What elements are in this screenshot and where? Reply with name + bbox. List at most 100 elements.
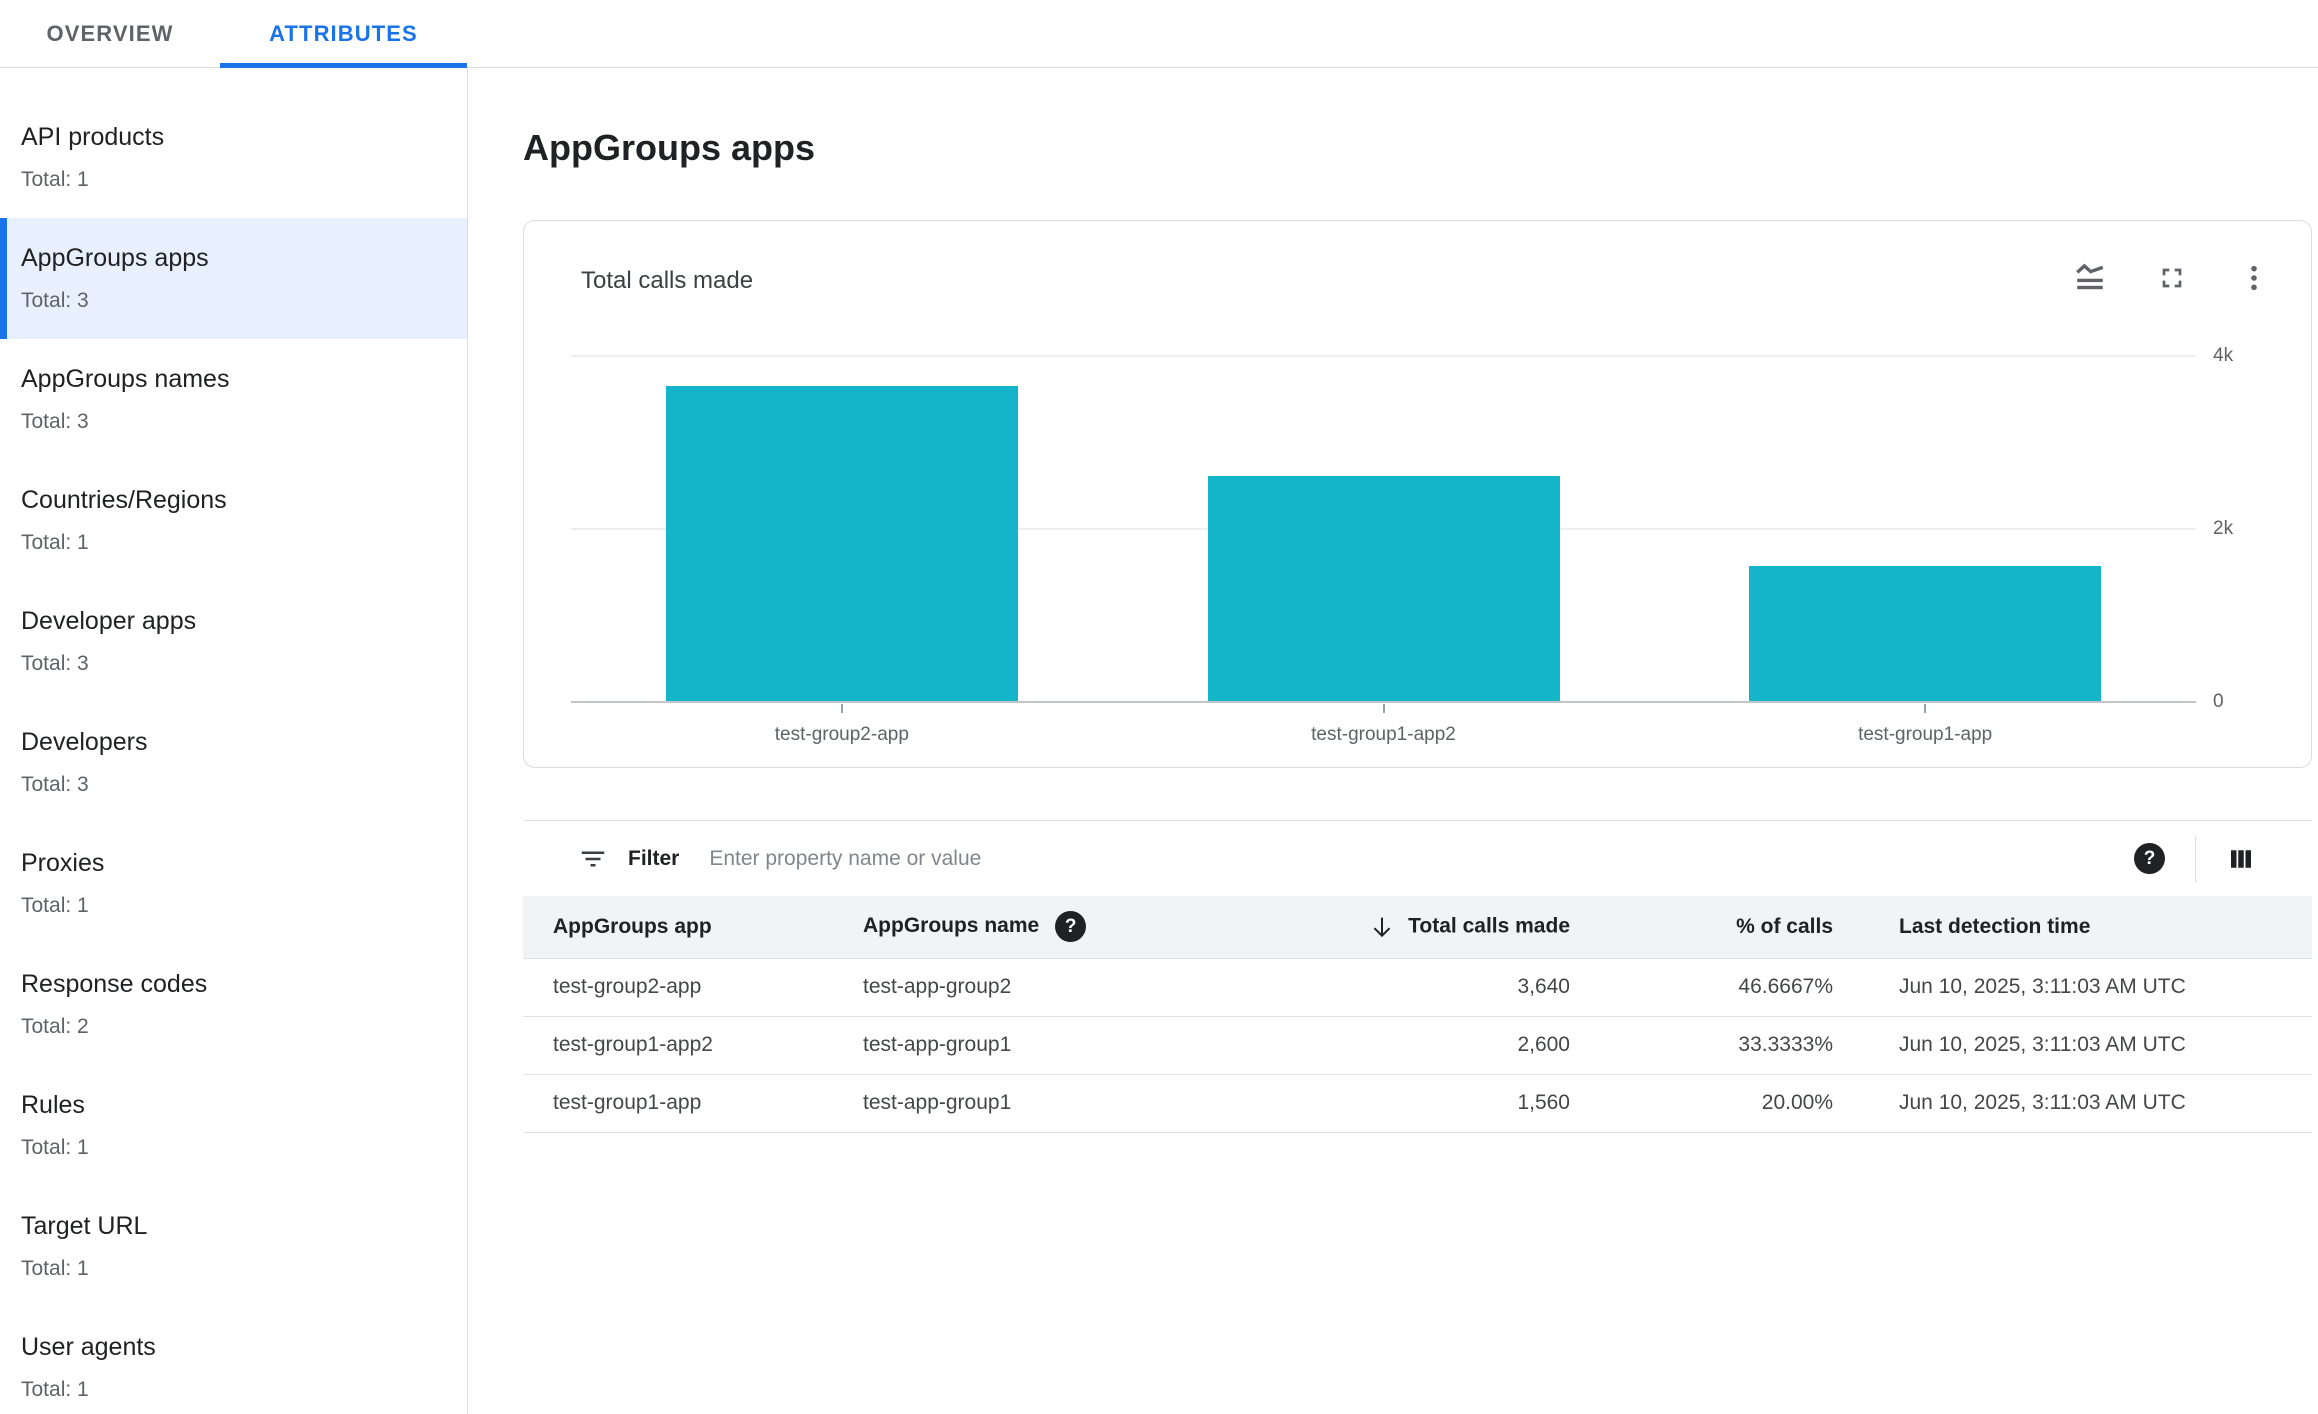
- column-header-label: % of calls: [1736, 914, 1833, 938]
- filter-divider: [2195, 835, 2196, 882]
- table-body: test-group2-app test-app-group2 3,640 46.66…: [523, 958, 2312, 1132]
- sidebar-item-appgroups-apps[interactable]: AppGroups apps Total: 3: [0, 218, 467, 339]
- cell-total-calls-made: 3,640: [1517, 975, 1570, 998]
- bar-test-group1-app2[interactable]: [1207, 476, 1560, 701]
- column-help-icon[interactable]: ?: [1055, 911, 1087, 943]
- column-header-total-calls-made[interactable]: Total calls made: [1330, 896, 1570, 958]
- sidebar-item-total: Total: 1: [21, 1378, 89, 1401]
- x-axis-label: test-group1-app: [1858, 724, 1993, 745]
- cell--of-calls: 20.00%: [1761, 1091, 1833, 1114]
- cell-last-detection-time: Jun 10, 2025, 3:11:03 AM UTC: [1899, 1091, 2186, 1114]
- sidebar-item-total: Total: 1: [21, 1257, 89, 1280]
- cell-last-detection-time: Jun 10, 2025, 3:11:03 AM UTC: [1899, 975, 2186, 998]
- column-header-appgroups-name[interactable]: AppGroups name?: [863, 896, 1330, 958]
- sidebar-item-api-products[interactable]: API products Total: 1: [0, 97, 467, 218]
- cell-total-calls-made: 2,600: [1517, 1033, 1570, 1056]
- sidebar-item-label: Proxies: [21, 849, 105, 877]
- sidebar-item-total: Total: 1: [21, 168, 89, 191]
- sidebar-item-response-codes[interactable]: Response codes Total: 2: [0, 944, 467, 1065]
- sidebar-item-label: Countries/Regions: [21, 486, 227, 514]
- sidebar-item-label: Target URL: [21, 1212, 148, 1240]
- sort-desc-icon: [1373, 917, 1391, 937]
- y-axis-tick-label: 0: [2213, 691, 2224, 712]
- table-row-test-group2-app[interactable]: test-group2-app test-app-group2 3,640 46.66…: [523, 958, 2312, 1016]
- tab-attributes[interactable]: ATTRIBUTES: [220, 0, 467, 68]
- attributes-table-block: Filter ? AppGroups app AppGroups name? Tot…: [523, 820, 2312, 1133]
- filter-help-icon[interactable]: ?: [2134, 843, 2165, 874]
- sidebar-item-total: Total: 1: [21, 1136, 89, 1159]
- cell-appgroups-app: test-group1-app2: [553, 1033, 713, 1056]
- table-row-test-group1-app2[interactable]: test-group1-app2 test-app-group1 2,600 33.3…: [523, 1016, 2312, 1074]
- sidebar-item-label: AppGroups names: [21, 365, 230, 393]
- sidebar-item-rules[interactable]: Rules Total: 1: [0, 1065, 467, 1186]
- filter-row: Filter ?: [523, 821, 2312, 896]
- y-axis-tick-label: 2k: [2213, 518, 2234, 539]
- x-axis-tick: [1924, 704, 1927, 713]
- sidebar-item-developer-apps[interactable]: Developer apps Total: 3: [0, 581, 467, 702]
- more-options-icon[interactable]: [2237, 261, 2271, 295]
- y-axis-tick-label: 4k: [2213, 345, 2234, 366]
- filter-label: Filter: [628, 846, 680, 870]
- x-axis-label: test-group1-app2: [1311, 724, 1456, 745]
- sidebar-item-total: Total: 3: [21, 652, 89, 675]
- cell-appgroups-name: test-app-group1: [863, 1091, 1012, 1114]
- cell-appgroups-name: test-app-group1: [863, 1033, 1012, 1056]
- fullscreen-icon[interactable]: [2155, 261, 2189, 295]
- table-row-test-group1-app[interactable]: test-group1-app test-app-group1 1,560 20.00…: [523, 1074, 2312, 1132]
- chart-title: Total calls made: [581, 267, 754, 294]
- filter-input[interactable]: [707, 845, 2134, 872]
- column-header-label: AppGroups name: [863, 914, 1040, 938]
- sidebar-item-total: Total: 2: [21, 1015, 89, 1038]
- cell-appgroups-app: test-group1-app: [553, 1091, 702, 1114]
- sidebar-item-label: User agents: [21, 1333, 156, 1361]
- sidebar-item-total: Total: 3: [21, 410, 89, 433]
- cell-total-calls-made: 1,560: [1517, 1091, 1570, 1114]
- column-header-appgroups-app[interactable]: AppGroups app: [523, 896, 863, 958]
- sidebar-item-label: AppGroups apps: [21, 244, 209, 272]
- column-header-label: AppGroups app: [553, 914, 712, 938]
- total-calls-chart-card: Total calls made: [523, 220, 2312, 768]
- manage-columns-icon[interactable]: [2226, 844, 2256, 874]
- bar-test-group1-app[interactable]: [1749, 566, 2102, 701]
- x-axis-tick: [840, 704, 843, 713]
- sidebar-item-user-agents[interactable]: User agents Total: 1: [0, 1307, 467, 1414]
- chart-type-icon: [2076, 263, 2104, 290]
- sidebar-item-label: Rules: [21, 1091, 85, 1119]
- cell-last-detection-time: Jun 10, 2025, 3:11:03 AM UTC: [1899, 1033, 2186, 1056]
- sidebar-item-label: Developers: [21, 728, 148, 756]
- sidebar-item-label: Developer apps: [21, 607, 197, 635]
- cell-appgroups-app: test-group2-app: [553, 975, 702, 998]
- sidebar-item-total: Total: 3: [21, 289, 89, 312]
- x-axis-label: test-group2-app: [774, 724, 909, 745]
- sidebar-item-developers[interactable]: Developers Total: 3: [0, 702, 467, 823]
- more-vert-icon: [2251, 265, 2257, 291]
- sidebar-item-proxies[interactable]: Proxies Total: 1: [0, 823, 467, 944]
- gridline-4k: [571, 355, 2196, 357]
- sidebar-item-appgroups-names[interactable]: AppGroups names Total: 3: [0, 339, 467, 460]
- chart-type-icon[interactable]: [2073, 261, 2107, 295]
- attributes-sidebar: API products Total: 1 AppGroups apps Total:…: [0, 68, 468, 1414]
- column-header-last-detection-time[interactable]: Last detection time: [1833, 896, 2312, 958]
- fullscreen-icon: [2162, 268, 2182, 288]
- column-header-label: Total calls made: [1408, 914, 1570, 938]
- column-header-label: Last detection time: [1899, 914, 2091, 938]
- main-content: AppGroups apps Total calls made: [468, 68, 2318, 1414]
- attributes-table: AppGroups app AppGroups name? Total calls …: [523, 896, 2312, 1133]
- cell--of-calls: 33.3333%: [1738, 1033, 1833, 1056]
- sidebar-item-total: Total: 3: [21, 773, 89, 796]
- chart-plot: 0 2k 4k test-group2-app test-group1-app2 test…: [571, 345, 2233, 745]
- cell-appgroups-name: test-app-group2: [863, 975, 1012, 998]
- x-axis-tick: [1382, 704, 1385, 713]
- table-header: AppGroups app AppGroups name? Total calls …: [523, 896, 2312, 958]
- bar-test-group2-app[interactable]: [665, 386, 1018, 701]
- gridline-0: [571, 701, 2196, 703]
- cell--of-calls: 46.6667%: [1738, 975, 1833, 998]
- sidebar-item-total: Total: 1: [21, 531, 89, 554]
- tab-bar: OVERVIEW ATTRIBUTES: [0, 0, 2318, 68]
- sidebar-item-countries-regions[interactable]: Countries/Regions Total: 1: [0, 460, 467, 581]
- sidebar-item-label: API products: [21, 123, 165, 151]
- column-header--of-calls[interactable]: % of calls: [1570, 896, 1833, 958]
- sidebar-item-target-url[interactable]: Target URL Total: 1: [0, 1186, 467, 1307]
- sidebar-item-total: Total: 1: [21, 894, 89, 917]
- tab-overview[interactable]: OVERVIEW: [46, 20, 174, 46]
